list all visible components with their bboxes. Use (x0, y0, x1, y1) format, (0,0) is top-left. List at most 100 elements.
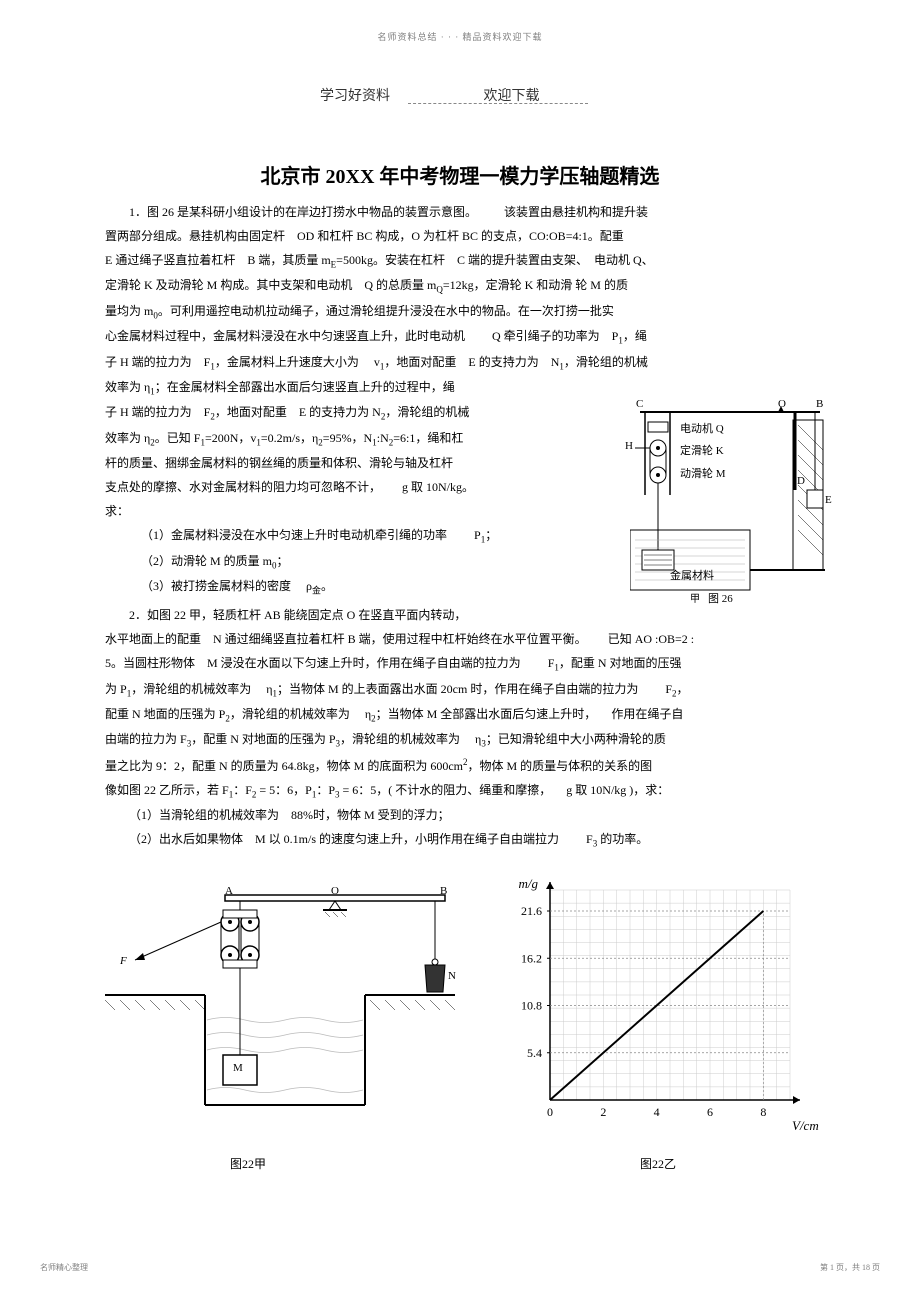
figure-22b: 024685.410.816.221.6m/gV/cm3 (500, 870, 810, 1130)
figure-22a-svg (105, 880, 455, 1110)
p2-1: 2．如图 22 甲，轻质杠杆 AB 能绕固定点 O 在竖直平面内转动， (129, 608, 466, 622)
p7b: ，金属材料上升速度大小为 (215, 355, 359, 369)
p2-6c: ，滑轮组的机械效率为 (340, 732, 460, 746)
p2-8e: = 6：5，( 不计水的阻力、绳重和摩擦， (340, 783, 552, 797)
p10b: 。已知 F (155, 431, 201, 445)
p9b: ，地面对配重 E 的支持力为 N (215, 405, 381, 419)
fig26-E: E (825, 494, 832, 506)
p8b: ；在金属材料全部露出水面后匀速竖直上升的过程中，绳 (155, 380, 455, 394)
svg-text:0: 0 (547, 1105, 553, 1119)
p2-5b: ，滑轮组的机械效率为 (230, 707, 350, 721)
svg-text:6: 6 (707, 1105, 713, 1119)
fig26-material: 金属材料 (670, 567, 714, 583)
q2b: ； (277, 554, 289, 568)
footer-left: 名师精心整理 (40, 1262, 88, 1273)
svg-text:10.8: 10.8 (521, 999, 542, 1013)
p2-2b: 已知 AO :OB=2 : (608, 632, 694, 646)
header-underline (408, 103, 588, 104)
fig22a-O: O (331, 885, 339, 897)
fig22a-M: M (233, 1062, 243, 1074)
p2-6b: ，配重 N 对地面的压强为 P (191, 732, 335, 746)
p2-q2c: 的功率。 (597, 832, 648, 846)
p2-6a: 由端的拉力为 F (105, 732, 187, 746)
svg-text:21.6: 21.6 (521, 904, 542, 918)
p2-4a: 为 P (105, 682, 127, 696)
p2-4d: ；当物体 M 的上表面露出水面 20cm 时，作用在绳子自由端的拉力为 (277, 682, 638, 696)
fig22b-caption: 图22乙 (640, 1155, 676, 1172)
p7a: 子 H 端的拉力为 F (105, 355, 210, 369)
p2-4f: ， (677, 682, 689, 696)
p2-8d: ：P (316, 783, 335, 797)
figure-26: C O B D E H 电动机 Q 定滑轮 K 动滑轮 M 金属材料 甲 图 2… (630, 400, 830, 610)
p9a: 子 H 端的拉力为 F (105, 405, 210, 419)
q1c: ； (485, 528, 497, 542)
p2-3a: 5。当圆柱形物体 M 浸没在水面以下匀速上升时，作用在绳子自由端的拉力为 (105, 656, 521, 670)
header-top-line: 名师资料总结 · · · 精品资料欢迎下载 (0, 30, 920, 43)
q1a: （1）金属材料浸没在水中匀速上升时电动机牵引绳的功率 (141, 528, 447, 542)
page-title: 北京市 20XX 年中考物理一模力学压轴题精选 (0, 160, 920, 189)
svg-text:8: 8 (760, 1105, 766, 1119)
p2: 置两部分组成。悬挂机构由固定杆 OD 和杠杆 BC 构成，O 为杠杆 BC 的支… (105, 224, 815, 248)
p4a: 定滑轮 K 及动滑轮 M 构成。其中支架和电动机 Q 的总质量 m (105, 278, 436, 292)
p2-6e: ；已知滑轮组中大小两种滑轮的质 (486, 732, 666, 746)
fig22a-N: N (448, 970, 456, 982)
p7e: ，滑轮组的机械 (564, 355, 648, 369)
svg-text:V/cm: V/cm (792, 1118, 819, 1130)
p10c: =200N，v (205, 431, 256, 445)
fig22a-F: F (120, 955, 127, 967)
p13: 求： (105, 499, 615, 523)
fig26-D: D (797, 475, 805, 487)
fig26-C: C (636, 398, 643, 410)
p6b: Q 牵引绳子的功率为 P (492, 329, 618, 343)
figure-22b-svg: 024685.410.816.221.6m/gV/cm3 (500, 870, 820, 1130)
p10g: =6:1，绳和杠 (393, 431, 463, 445)
footer-right: 第 1 页，共 18 页 (820, 1262, 880, 1273)
svg-text:4: 4 (654, 1105, 660, 1119)
p10e: =95%，N (323, 431, 372, 445)
p6a: 心金属材料过程中，金属材料浸没在水中匀速竖直上升，此时电动机 (105, 329, 465, 343)
p3b: =500kg。安装在杠杆 C 端的提升装置由支架、 电动机 Q、 (336, 253, 653, 267)
p10a: 效率为 η (105, 431, 150, 445)
p2-5d: ；当物体 M 全部露出水面后匀速上升时， (376, 707, 597, 721)
figure-26-svg (630, 400, 830, 610)
p2-2a: 水平地面上的配重 N 通过细绳竖直拉着杠杆 B 端，使用过程中杠杆始终在水平位置… (105, 632, 587, 646)
fig22a-caption: 图22甲 (230, 1155, 266, 1172)
q1b: P (474, 528, 481, 542)
p2-3c: ，配重 N 对地面的压强 (559, 656, 682, 670)
fig26-H: H (625, 440, 633, 452)
p2-q2a: （2）出水后如果物体 M 以 0.1m/s 的速度匀速上升，小明作用在绳子自由端… (129, 832, 559, 846)
p2-q1: （1）当滑轮组的机械效率为 88%时，物体 M 受到的浮力； (105, 803, 815, 827)
p10f: :N (377, 431, 389, 445)
fig22a-A: A (225, 885, 233, 897)
p5b: 。可利用遥控电动机拉动绳子，通过滑轮组提升浸没在水中的物品。在一次打捞一批实 (158, 304, 614, 318)
p12a: 支点处的摩擦、水对金属材料的阻力均可忽略不计， (105, 480, 381, 494)
p9c: ，滑轮组的机械 (385, 405, 469, 419)
p2-8a: 像如图 22 乙所示，若 F (105, 783, 229, 797)
p4b: =12kg，定滑轮 K 和动滑 轮 M 的质 (443, 278, 628, 292)
fig26-B: B (816, 398, 823, 410)
p11: 杆的质量、捆绑金属材料的钢丝绳的质量和体积、滑轮与轴及杠杆 (105, 451, 615, 475)
p2-8f: g 取 10N/kg )，求： (566, 783, 669, 797)
p2-4e: F (665, 682, 672, 696)
p3a: E 通过绳子竖直拉着杠杆 B 端，其质量 m (105, 253, 331, 267)
q2a: （2）动滑轮 M 的质量 m (141, 554, 272, 568)
q3a: （3）被打捞金属材料的密度 (141, 579, 291, 593)
fig26-moving-pulley: 动滑轮 M (680, 465, 726, 481)
fig26-caption: 图 26 (708, 590, 733, 606)
p1a: 1．图 26 是某科研小组设计的在岸边打捞水中物品的装置示意图。 (129, 205, 477, 219)
p2-5e: 作用在绳子自 (611, 707, 683, 721)
header-sub-left: 学习好资料 (320, 85, 390, 105)
p2-4b: ，滑轮组的机械效率为 (131, 682, 251, 696)
fig26-motor: 电动机 Q (680, 420, 724, 436)
figure-22a: A O B F M N (105, 880, 455, 1120)
q3c: 金 (312, 585, 321, 595)
p6c: ，绳 (623, 329, 647, 343)
p7d: ，地面对配重 E 的支持力为 N (384, 355, 559, 369)
p2-8c: = 5：6，P (256, 783, 311, 797)
fig22a-B: B (440, 885, 447, 897)
p12b: g 取 10N/kg。 (402, 480, 474, 494)
p5a: 量均为 m (105, 304, 153, 318)
p1b: 该装置由悬挂机构和提升装 (504, 205, 648, 219)
svg-text:5.4: 5.4 (527, 1046, 542, 1060)
p2-8b: ：F (233, 783, 252, 797)
